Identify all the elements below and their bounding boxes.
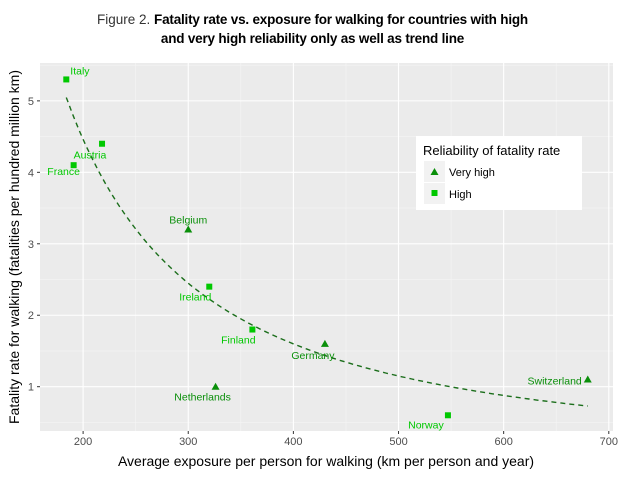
y-tick-label: 4	[28, 167, 34, 179]
figure-title-line-2: and very high reliability only as well a…	[160, 31, 465, 46]
label-finland: Finland	[221, 335, 256, 347]
point-ireland	[206, 283, 213, 290]
square-marker-icon	[431, 190, 438, 196]
point-norway	[444, 412, 451, 419]
label-norway: Norway	[408, 419, 444, 431]
figure-number: Figure 2.	[97, 12, 151, 27]
x-tick-label: 500	[389, 436, 407, 448]
x-tick-label: 200	[74, 436, 92, 448]
x-tick-label: 300	[179, 436, 197, 448]
label-italy: Italy	[70, 65, 90, 77]
x-axis: 200 300 400 500 600 700	[74, 431, 618, 448]
label-switzerland: Switzerland	[527, 376, 581, 388]
point-netherlands	[211, 382, 220, 390]
point-austria	[99, 140, 106, 147]
legend-label-very-high: Very high	[449, 167, 495, 179]
point-belgium	[184, 225, 193, 233]
point-switzerland	[583, 375, 592, 383]
label-belgium: Belgium	[169, 214, 207, 226]
point-france	[70, 162, 77, 169]
label-ireland: Ireland	[179, 292, 211, 304]
legend-title: Reliability of fatality rate	[423, 143, 560, 158]
y-axis: 1 2 3 4 5	[28, 96, 40, 394]
x-axis-title: Average exposure per person for walking …	[118, 453, 534, 469]
x-tick-label: 600	[494, 436, 512, 448]
figure-title-line-1: Fatality rate vs. exposure for walking f…	[154, 12, 528, 27]
x-tick-label: 700	[600, 436, 618, 448]
y-tick-label: 1	[28, 382, 34, 394]
point-germany	[320, 339, 329, 347]
triangle-marker-icon	[430, 168, 439, 175]
trend-line	[65, 97, 588, 407]
label-austria: Austria	[74, 150, 107, 162]
point-finland	[249, 326, 256, 333]
point-labels: Belgium Germany Netherlands Switzerland Ital…	[47, 65, 582, 431]
figure-caption: Figure 2. Fatality rate vs. exposure for…	[0, 10, 625, 48]
point-italy	[63, 76, 70, 83]
trend-line-group	[65, 97, 588, 407]
label-germany: Germany	[291, 350, 335, 362]
label-netherlands: Netherlands	[174, 392, 231, 404]
minor-gridlines	[40, 63, 613, 431]
figure-caption-line-1: Figure 2. Fatality rate vs. exposure for…	[0, 10, 625, 29]
y-axis-title: Fatality rate for walking (fatalities pe…	[6, 70, 22, 424]
y-tick-label: 3	[28, 239, 34, 251]
y-tick-label: 5	[28, 96, 34, 108]
data-points	[63, 76, 592, 419]
y-tick-label: 2	[28, 310, 34, 322]
x-tick-label: 400	[284, 436, 302, 448]
legend-label-high: High	[449, 189, 472, 201]
legend: Reliability of fatality rate Very high H…	[416, 136, 582, 210]
label-france: France	[47, 166, 80, 178]
